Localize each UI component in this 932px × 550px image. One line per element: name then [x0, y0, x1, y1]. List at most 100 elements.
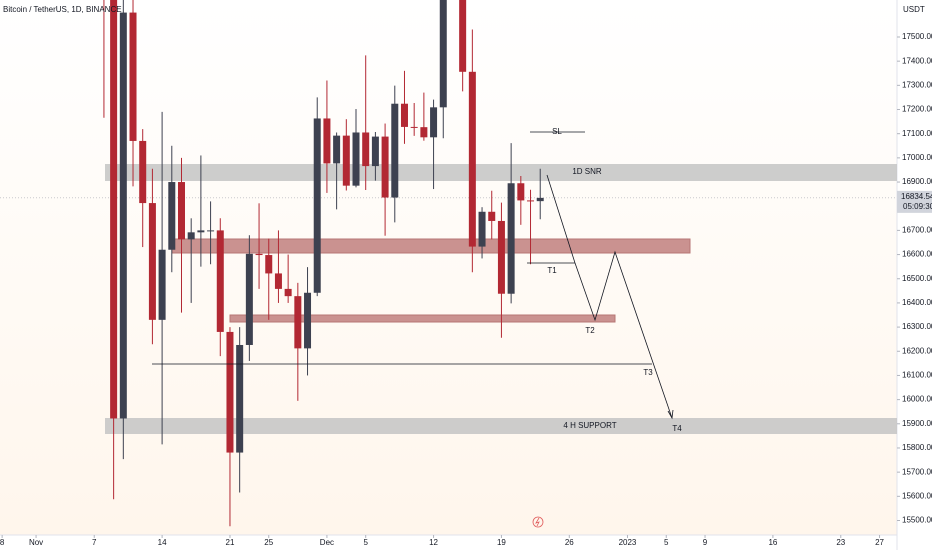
y-tick-label: 15700.00: [902, 467, 932, 476]
candle-body: [265, 255, 273, 274]
y-tick-label: 16700.00: [902, 226, 932, 235]
annotation: T2: [585, 326, 595, 335]
projection-arrow: [667, 409, 674, 420]
candle-body: [148, 203, 156, 320]
candle-body: [245, 253, 253, 345]
candle-body: [410, 126, 418, 128]
candle-body: [304, 292, 312, 349]
candle-body: [313, 118, 321, 293]
annotation: T1: [547, 266, 557, 275]
support-zone: [229, 314, 616, 323]
y-tick-label: 16300.00: [902, 322, 932, 331]
y-tick-label: 15900.00: [902, 419, 932, 428]
candle-body: [119, 12, 127, 419]
y-tick-label: 17200.00: [902, 105, 932, 114]
chart-title: Bitcoin / TetherUS, 1D, BINANCE: [3, 5, 122, 14]
x-tick-label: 21: [226, 538, 235, 547]
x-tick-label: 19: [497, 538, 506, 547]
candle-body: [207, 230, 215, 232]
y-tick-label: 16900.00: [902, 177, 932, 186]
y-tick-label: 16600.00: [902, 250, 932, 259]
candle-body: [478, 211, 486, 247]
candle-body: [459, 0, 467, 72]
candle-body: [468, 71, 476, 247]
candle-body: [236, 344, 244, 453]
x-tick-label: 14: [158, 538, 167, 547]
event-icon[interactable]: [532, 516, 544, 528]
last-price-box: [897, 190, 932, 213]
candle-body: [216, 230, 224, 332]
y-tick-label: 16100.00: [902, 371, 932, 380]
candle-body: [168, 182, 176, 250]
candle-body: [333, 135, 341, 164]
candle-body: [536, 197, 544, 202]
h4-support-zone: [105, 418, 897, 434]
candle-body: [110, 0, 118, 419]
candle-body: [400, 103, 408, 127]
candle-body: [187, 232, 195, 240]
candle-body: [284, 288, 292, 297]
candle-body: [497, 220, 505, 294]
x-tick-label: 5: [664, 538, 669, 547]
candle-body: [371, 136, 379, 167]
candle-body: [323, 118, 331, 164]
y-tick-label: 16500.00: [902, 274, 932, 283]
candle-body: [488, 211, 496, 221]
x-tick-label: 2023: [619, 538, 637, 547]
projection-path: [546, 174, 673, 419]
y-tick-label: 17000.00: [902, 153, 932, 162]
candle-body: [420, 127, 428, 138]
candle-body: [197, 230, 205, 233]
x-tick-label: 26: [565, 538, 574, 547]
x-tick-label: 25: [264, 538, 273, 547]
y-tick-label: 16000.00: [902, 395, 932, 404]
event-icon-bolt: [535, 517, 540, 527]
y-tick-label: 16200.00: [902, 346, 932, 355]
y-tick-label: 17100.00: [902, 129, 932, 138]
candle-body: [352, 132, 360, 186]
candle-body: [507, 183, 515, 294]
y-tick-label: 15800.00: [902, 443, 932, 452]
zones: [0, 164, 897, 434]
candle-body: [158, 249, 166, 320]
last-price-label: 16834.54: [901, 192, 932, 201]
x-tick-label: 16: [768, 538, 777, 547]
x-tick-label: 12: [429, 538, 438, 547]
x-tick-label: Dec: [320, 538, 334, 547]
snr-zone: [105, 164, 897, 181]
y-tick-label: 15600.00: [902, 491, 932, 500]
candle-body: [439, 0, 447, 108]
y-tick-label: 17300.00: [902, 80, 932, 89]
candle-body: [517, 183, 525, 201]
y-tick-label: 16400.00: [902, 298, 932, 307]
annotation: T3: [643, 368, 653, 377]
y-tick-label: 15500.00: [902, 516, 932, 525]
candle-body: [226, 331, 234, 453]
candle-body: [294, 296, 302, 349]
x-tick-label: 23: [836, 538, 845, 547]
annotation: 1D SNR: [572, 167, 602, 176]
annotation: T4: [672, 424, 682, 433]
drawings: [152, 131, 674, 420]
x-tick-label: 7: [92, 538, 97, 547]
y-tick-label: 17500.00: [902, 32, 932, 41]
x-tick-label: 27: [875, 538, 884, 547]
candle-body: [177, 182, 185, 240]
x-tick-label: 9: [703, 538, 708, 547]
y-tick-label: 17400.00: [902, 56, 932, 65]
candle-body: [527, 200, 535, 202]
candle-body: [430, 107, 438, 138]
x-tick-label: 5: [363, 538, 368, 547]
candle-body: [274, 273, 282, 289]
candle-body: [381, 136, 389, 198]
candle-body: [129, 12, 137, 141]
y-axis-label: USDT: [903, 5, 925, 14]
candle-body: [342, 135, 350, 186]
x-tick-label: Nov: [29, 538, 43, 547]
candle-body: [255, 253, 263, 256]
annotation: 4 H SUPPORT: [563, 421, 616, 430]
annotation: SL: [552, 127, 562, 136]
candles: [103, 0, 544, 527]
